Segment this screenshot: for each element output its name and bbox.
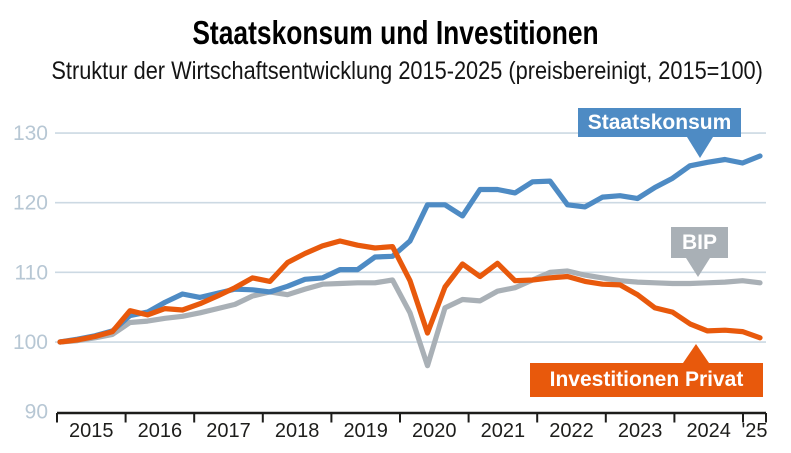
callout-staatskonsum-label: Staatskonsum (587, 110, 732, 134)
callout-bip: BIP (671, 227, 728, 277)
x-axis-label: 2016 (138, 420, 183, 442)
y-axis-label: 120 (13, 192, 48, 215)
x-axis-label: 2024 (686, 420, 731, 442)
callout-bip-label: BIP (681, 230, 717, 254)
y-axis-label: 130 (13, 122, 48, 145)
y-axis-label: 110 (15, 261, 48, 284)
x-axis-label: 2018 (275, 420, 320, 442)
series-line-bip (57, 268, 763, 369)
chart-subtitle: Struktur der Wirtschaftsentwicklung 2015… (51, 57, 763, 85)
callout-staatskonsum: Staatskonsum (578, 108, 741, 158)
x-axis-label: 2019 (343, 420, 388, 442)
series-line-investitionen (57, 238, 763, 345)
callout-investitionen: Investitionen Privat (530, 344, 763, 397)
x-axis-label: 2023 (618, 420, 663, 442)
x-axis-label: 2017 (206, 420, 251, 442)
x-axis-label: 2022 (549, 420, 594, 442)
x-axis-label: '25 (741, 420, 767, 442)
callout-investitionen-label: Investitionen Privat (549, 368, 744, 391)
x-axis-label: 2021 (481, 420, 526, 442)
series-line-staatskonsum (57, 153, 763, 345)
y-axis-label: 90 (25, 401, 48, 424)
x-axis-label: 2020 (412, 420, 457, 442)
x-axis-label: 2015 (69, 420, 114, 442)
chart-title: Staatskonsum und Investitionen (192, 14, 599, 51)
y-axis-label: 100 (13, 331, 48, 354)
